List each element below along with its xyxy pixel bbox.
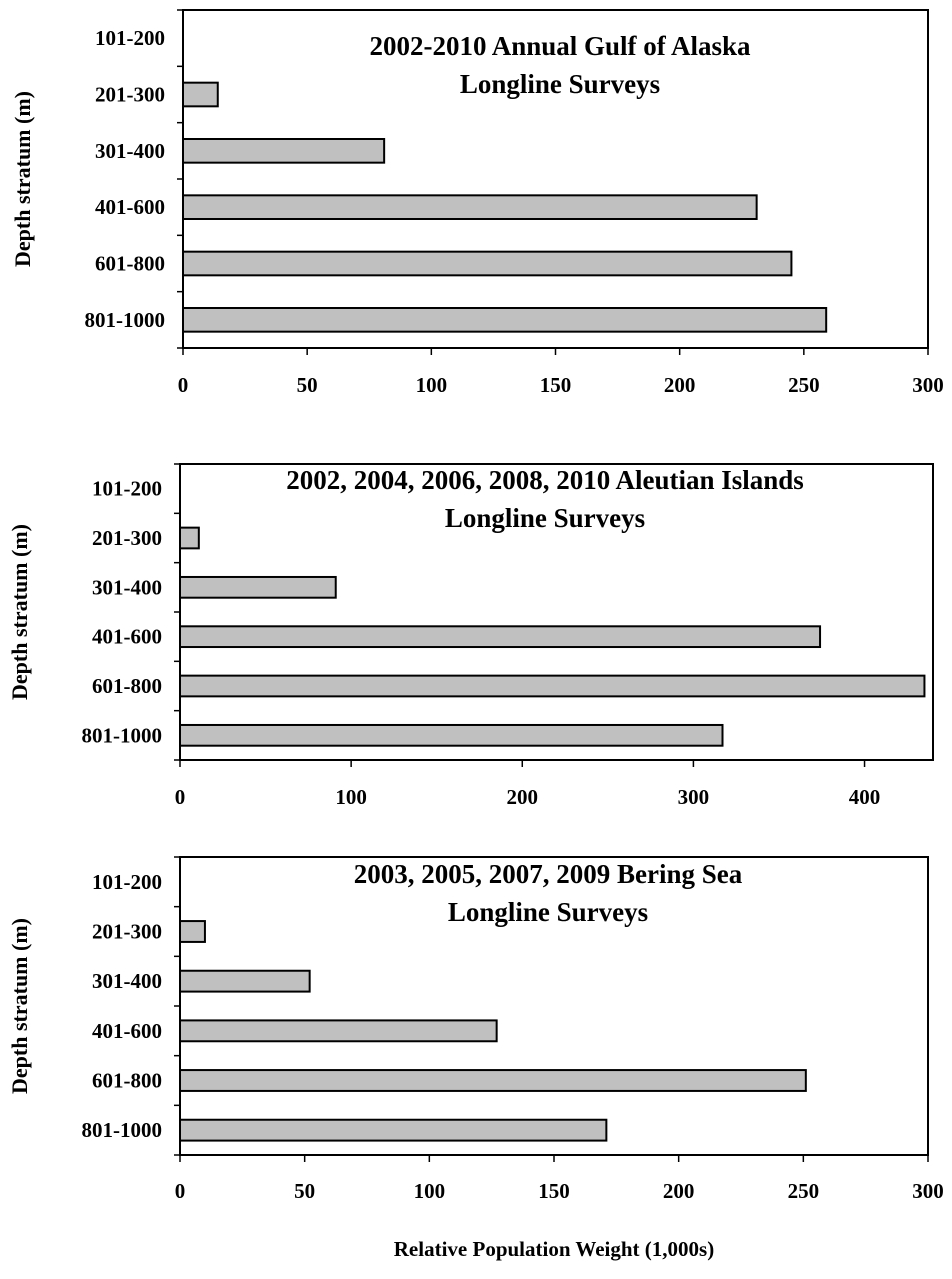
category-label: 601-800 bbox=[92, 1069, 162, 1093]
x-tick-label: 100 bbox=[335, 785, 367, 809]
chart-title: Longline Surveys bbox=[445, 503, 645, 533]
bar bbox=[179, 723, 724, 747]
x-tick-label: 100 bbox=[416, 373, 448, 397]
bar bbox=[179, 1118, 608, 1142]
bar bbox=[179, 969, 311, 993]
x-tick-label: 0 bbox=[175, 1179, 186, 1203]
x-tick-label: 100 bbox=[414, 1179, 446, 1203]
x-tick-label: 200 bbox=[664, 373, 696, 397]
category-label: 601-800 bbox=[95, 252, 165, 276]
x-tick-label: 400 bbox=[849, 785, 881, 809]
bar bbox=[179, 1069, 807, 1092]
category-label: 601-800 bbox=[92, 674, 162, 698]
bar bbox=[179, 575, 337, 599]
category-label: 801-1000 bbox=[85, 308, 166, 332]
bar bbox=[179, 526, 200, 550]
bar bbox=[182, 81, 219, 108]
category-label: 301-400 bbox=[92, 969, 162, 993]
x-tick-label: 300 bbox=[912, 373, 944, 397]
chart-title: 2002, 2004, 2006, 2008, 2010 Aleutian Is… bbox=[286, 465, 804, 495]
x-tick-label: 0 bbox=[178, 373, 189, 397]
category-label: 401-600 bbox=[95, 195, 165, 219]
category-label: 101-200 bbox=[92, 870, 162, 894]
category-label: 201-300 bbox=[95, 83, 165, 107]
y-axis-label: Depth stratum (m) bbox=[7, 524, 32, 700]
x-tick-label: 200 bbox=[663, 1179, 695, 1203]
x-tick-label: 300 bbox=[912, 1179, 944, 1203]
category-label: 301-400 bbox=[95, 139, 165, 163]
x-tick-label: 250 bbox=[788, 373, 820, 397]
category-label: 801-1000 bbox=[82, 1118, 163, 1142]
category-label: 201-300 bbox=[92, 920, 162, 944]
category-label: 201-300 bbox=[92, 526, 162, 550]
chart-panel-3: 101-200 201-300 301-400 401-600 601-800 801-1… bbox=[7, 856, 944, 1261]
bar bbox=[182, 194, 758, 220]
x-axis-label: Relative Population Weight (1,000s) bbox=[394, 1237, 714, 1261]
category-label: 401-600 bbox=[92, 1019, 162, 1043]
chart-title: 2003, 2005, 2007, 2009 Bering Sea bbox=[354, 859, 743, 889]
category-label: 401-600 bbox=[92, 625, 162, 649]
x-tick-label: 0 bbox=[175, 785, 186, 809]
bar bbox=[179, 674, 926, 698]
y-axis-label: Depth stratum (m) bbox=[7, 918, 32, 1094]
x-tick-label: 150 bbox=[538, 1179, 570, 1203]
x-tick-label: 200 bbox=[507, 785, 539, 809]
x-tick-label: 250 bbox=[788, 1179, 820, 1203]
chart-panel-2: 101-200 201-300 301-400 401-600 601-800 801-1… bbox=[7, 463, 934, 809]
bar bbox=[182, 138, 386, 164]
bar bbox=[179, 920, 206, 943]
chart-title: Longline Surveys bbox=[448, 897, 648, 927]
category-label: 101-200 bbox=[92, 477, 162, 501]
category-label: 101-200 bbox=[95, 26, 165, 50]
x-tick-label: 50 bbox=[297, 373, 318, 397]
x-tick-label: 300 bbox=[678, 785, 710, 809]
chart-panel-1: 101-200 201-300 301-400 401-600 601-800 801-1… bbox=[10, 9, 944, 397]
bar bbox=[179, 1019, 498, 1043]
chart-title: 2002-2010 Annual Gulf of Alaska bbox=[369, 31, 751, 61]
bar bbox=[182, 307, 828, 333]
x-tick-label: 50 bbox=[294, 1179, 315, 1203]
category-label: 801-1000 bbox=[82, 723, 163, 747]
chart-title: Longline Surveys bbox=[460, 69, 660, 99]
x-tick-label: 150 bbox=[540, 373, 572, 397]
bar bbox=[179, 625, 822, 649]
y-axis-label: Depth stratum (m) bbox=[10, 91, 35, 267]
bar bbox=[182, 250, 793, 277]
category-label: 301-400 bbox=[92, 575, 162, 599]
